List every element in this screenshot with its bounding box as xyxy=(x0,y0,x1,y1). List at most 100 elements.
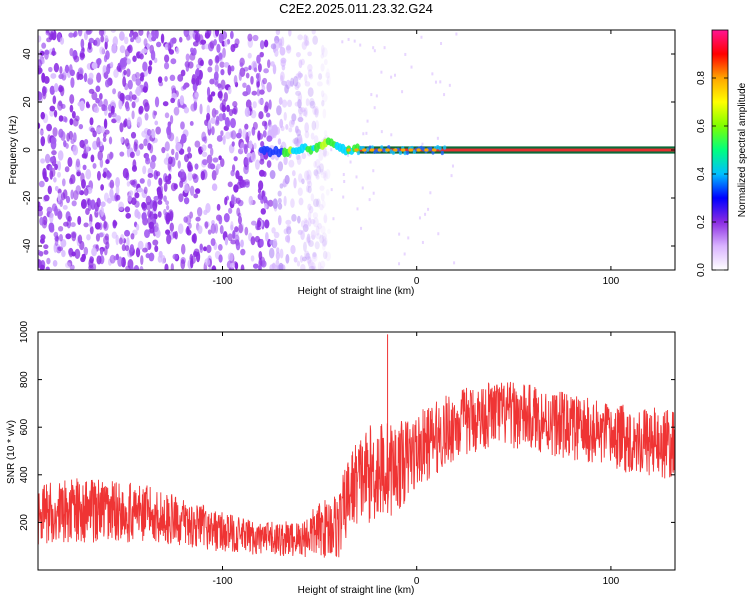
noise-speck xyxy=(342,195,345,199)
noise-blob xyxy=(132,55,137,62)
noise-blob xyxy=(303,241,307,252)
signal-peak xyxy=(377,148,383,152)
noise-blob xyxy=(183,197,190,205)
noise-speck xyxy=(434,80,437,84)
noise-blob xyxy=(243,144,248,150)
noise-speck xyxy=(431,72,434,76)
noise-blob xyxy=(306,174,312,185)
noise-blob xyxy=(262,130,267,138)
noise-blob xyxy=(46,123,52,132)
noise-blob xyxy=(319,234,325,244)
noise-blob xyxy=(321,235,327,247)
noise-speck xyxy=(372,46,375,50)
noise-blob xyxy=(214,55,220,65)
noise-blob xyxy=(135,78,142,86)
noise-blob xyxy=(70,189,74,200)
noise-blob xyxy=(159,185,163,195)
noise-blob xyxy=(232,101,238,108)
noise-blob xyxy=(127,117,131,127)
noise-blob xyxy=(207,66,213,73)
noise-blob xyxy=(318,151,324,161)
noise-blob xyxy=(189,121,194,126)
noise-blob xyxy=(303,218,308,224)
y-tick-label: 40 xyxy=(22,48,33,60)
noise-blob xyxy=(165,229,171,235)
noise-blob xyxy=(68,247,74,256)
noise-blob xyxy=(193,193,199,199)
noise-blob xyxy=(297,98,302,109)
noise-blob xyxy=(102,105,108,112)
noise-blob xyxy=(199,60,203,66)
noise-blob xyxy=(322,147,328,158)
signal-peak xyxy=(346,148,351,152)
noise-blob xyxy=(325,71,331,79)
noise-blob xyxy=(258,264,262,270)
noise-speck xyxy=(455,32,458,36)
noise-blob xyxy=(80,198,87,210)
noise-blob xyxy=(320,260,326,269)
noise-blob xyxy=(157,199,163,205)
noise-blob xyxy=(46,206,53,214)
noise-blob xyxy=(137,187,143,193)
noise-blob xyxy=(259,238,264,248)
noise-blob xyxy=(314,241,320,250)
noise-blob xyxy=(151,36,157,42)
noise-blob xyxy=(111,118,117,124)
noise-blob xyxy=(178,193,184,203)
noise-blob xyxy=(213,38,217,46)
noise-speck xyxy=(365,131,368,135)
noise-blob xyxy=(146,129,152,136)
noise-blob xyxy=(48,165,53,172)
noise-blob xyxy=(240,264,245,270)
noise-blob xyxy=(278,38,283,46)
y-tick-label: -20 xyxy=(22,190,33,205)
noise-blob xyxy=(186,229,192,236)
noise-blob xyxy=(224,237,229,246)
noise-blob xyxy=(320,172,327,179)
noise-blob xyxy=(90,154,95,163)
noise-blob xyxy=(139,53,144,60)
signal-peak xyxy=(385,148,390,152)
noise-blob xyxy=(206,154,213,165)
noise-blob xyxy=(297,137,303,145)
noise-blob xyxy=(104,233,109,241)
noise-blob xyxy=(320,90,325,98)
noise-blob xyxy=(199,103,203,115)
noise-blob xyxy=(160,33,165,44)
noise-blob xyxy=(116,118,121,124)
noise-blob xyxy=(69,104,74,113)
noise-blob xyxy=(297,71,302,81)
noise-blob xyxy=(151,130,156,139)
noise-blob xyxy=(142,165,147,175)
noise-blob xyxy=(285,219,292,225)
noise-blob xyxy=(320,44,325,55)
noise-speck xyxy=(375,94,378,98)
snr-axes: -100 0 100 200 400 600 800 1000 xyxy=(19,320,675,587)
noise-blob xyxy=(271,227,276,234)
noise-blob xyxy=(83,72,88,83)
noise-blob xyxy=(161,254,166,264)
noise-blob xyxy=(308,217,312,227)
noise-blob xyxy=(127,193,132,202)
noise-blob xyxy=(38,65,42,75)
noise-blob xyxy=(270,43,277,50)
colorbar-axes: 0.0 0.2 0.4 0.6 0.8 xyxy=(696,29,729,277)
noise-blob xyxy=(53,177,57,183)
noise-blob xyxy=(194,188,201,194)
noise-speck xyxy=(407,236,410,240)
noise-blob xyxy=(187,152,193,159)
noise-blob xyxy=(61,249,66,258)
noise-blob xyxy=(96,170,101,181)
noise-blob xyxy=(237,215,243,225)
noise-blob xyxy=(164,76,168,82)
noise-blob xyxy=(281,80,287,86)
noise-blob xyxy=(65,143,69,149)
noise-blob xyxy=(249,105,253,112)
noise-blob xyxy=(129,264,134,270)
noise-blob xyxy=(57,188,62,195)
noise-blob xyxy=(211,170,217,181)
noise-blob xyxy=(326,75,331,86)
noise-blob xyxy=(209,147,214,157)
noise-blob xyxy=(305,35,309,46)
noise-blob xyxy=(134,192,140,199)
